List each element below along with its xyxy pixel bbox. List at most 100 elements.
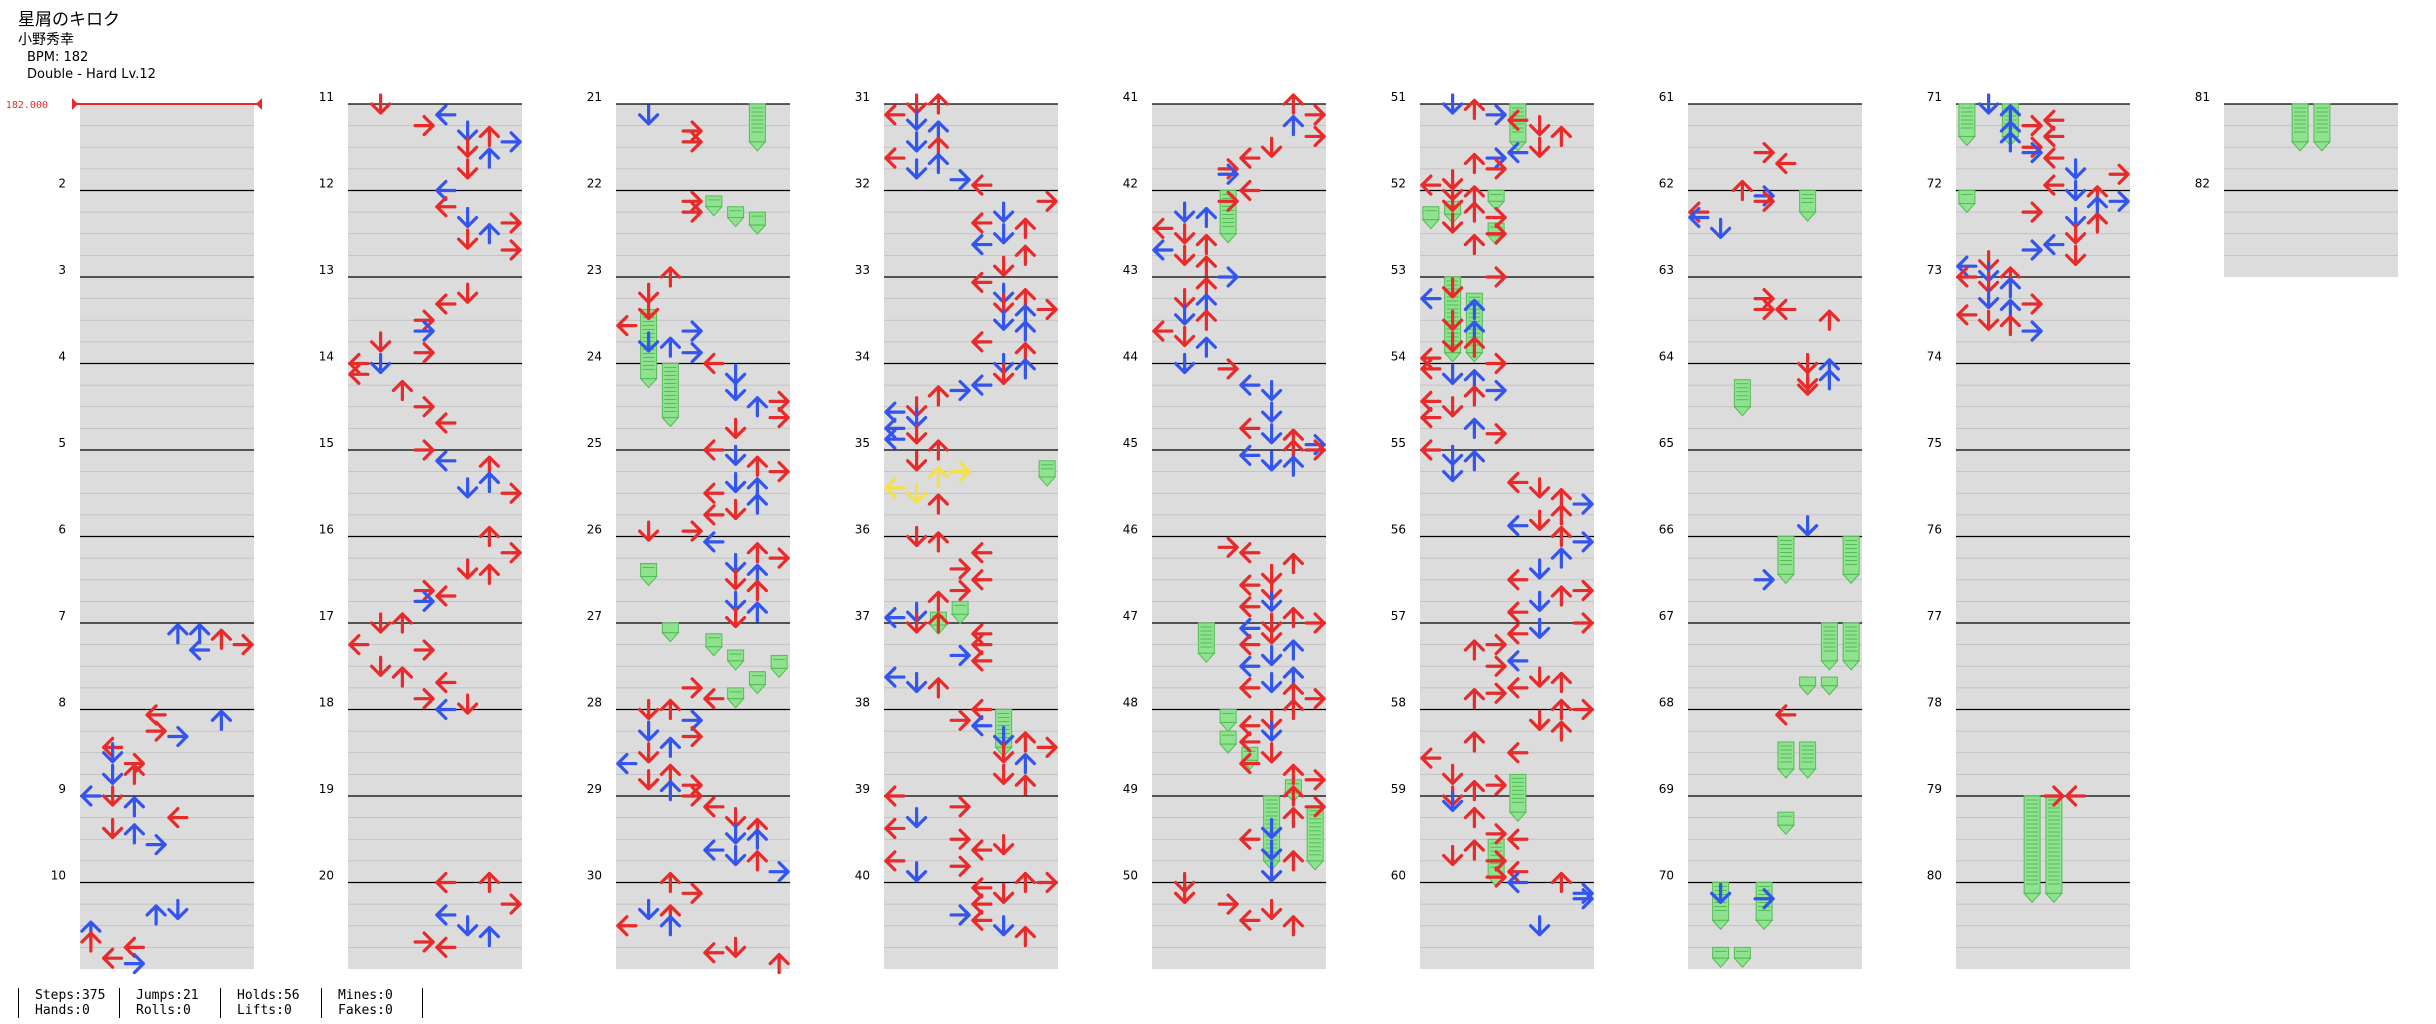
measure-number: 14 [319,350,334,364]
beat-band [616,493,790,515]
measure-number: 81 [2195,90,2210,104]
beat-band [348,644,522,667]
beat-band [884,860,1058,883]
beat-band [80,536,254,559]
beat-band [884,212,1058,234]
hold-tail [1733,406,1752,417]
beat-band [348,796,522,818]
arrow-up-icon [746,850,768,872]
arrow-up-icon [1550,125,1572,148]
arrow-down-icon [1442,363,1464,385]
beat-band [1152,839,1326,861]
arrow-down-icon [1442,790,1464,813]
hold-body [748,103,766,143]
beat-band [884,644,1058,667]
hold-body [1733,946,1751,959]
beat-band [1688,882,1862,905]
measure-number: 27 [587,609,602,623]
beat-band [1152,904,1326,926]
arrow-down-icon [993,834,1015,856]
arrow-right-icon [1304,439,1326,461]
arrow-up-icon [145,904,167,926]
arrow-down-icon [638,898,660,921]
beat-band [884,147,1058,169]
arrow-down-icon [1529,590,1551,612]
arrow-down-icon [457,158,479,180]
arrow-down-icon [1261,423,1283,445]
measure-number: 51 [1391,90,1406,104]
beat-band [348,125,522,148]
beat-band [2224,190,2398,213]
arrow-up-icon [746,542,768,564]
beat-band [616,363,790,386]
beat-band [1956,947,2130,969]
arrow-right-icon [681,882,703,904]
beat-band [884,666,1058,688]
hold-tail [748,684,767,695]
beat-band [1420,147,1594,169]
arrow-up-icon [1463,688,1485,710]
arrow-left-icon [348,634,370,656]
beat-band [80,147,254,169]
measure-number: 44 [1123,350,1138,364]
beat-band [1420,601,1594,623]
hold-tail [1219,721,1238,733]
beat-band [80,450,254,472]
arrow-left-icon [884,477,906,499]
beat-band [884,320,1058,342]
arrow-up-icon [1463,450,1485,472]
arrow-right-icon [413,115,435,137]
hold-tail [639,378,658,389]
measure-number: 71 [1927,90,1942,104]
arrow-right-icon [768,547,790,569]
arrow-left-icon [435,293,457,315]
beat-band [1420,406,1594,429]
arrow-right-icon [681,677,703,699]
beat-band [616,687,790,710]
arrow-up-icon [210,709,232,731]
beat-band [1688,125,1862,148]
arrow-down-icon [725,417,747,439]
beat-band [80,320,254,342]
arrow-down-icon [906,671,928,694]
beat-band [348,341,522,364]
beat-band [1956,817,2130,840]
beat-band [884,687,1058,710]
arrow-left-icon [884,428,906,450]
arrow-right-icon [681,725,703,748]
beat-band [348,298,522,321]
arrow-up-icon [1195,233,1217,256]
beat-band [348,882,522,905]
arrow-left-icon [1507,742,1529,764]
arrow-up-icon [1550,585,1572,607]
measure-number: 79 [1927,782,1942,796]
arrow-up-icon [478,871,500,894]
arrow-right-icon [413,320,435,342]
stats-group-mines: Mines:0 Fakes:0 [321,988,423,1018]
arrow-left-icon [435,412,457,434]
arrow-down-icon [1261,839,1283,861]
beat-band [1152,233,1326,256]
beat-band [616,947,790,969]
arrow-down-icon [1529,509,1551,531]
arrow-left-icon [435,585,457,607]
beat-band [1688,709,1862,732]
arrow-down-icon [102,742,124,764]
arrow-up-icon [927,466,949,488]
beat-band [884,709,1058,732]
beat-band [616,709,790,732]
beat-band [1956,320,2130,342]
beat-band [80,860,254,883]
measure-number: 2 [58,177,66,191]
beat-band [1956,601,2130,623]
arrow-down-icon [1261,861,1283,883]
arrow-up-icon [746,579,768,602]
arrow-left-icon [971,331,993,353]
beat-band [616,839,790,861]
beat-band [348,904,522,926]
measure-number: 19 [319,782,334,796]
beat-band [1956,536,2130,559]
stats-group-holds: Holds:56 Lifts:0 [220,988,322,1018]
measure-number: 15 [319,436,334,450]
arrow-down-icon [638,698,660,721]
